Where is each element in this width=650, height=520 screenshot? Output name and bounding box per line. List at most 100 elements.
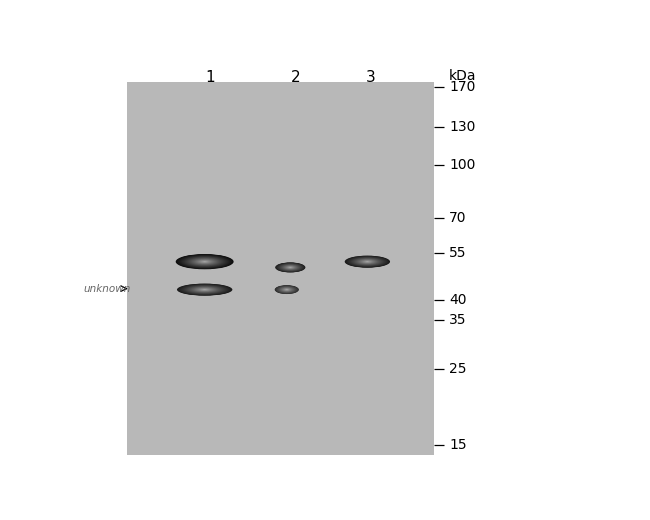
Ellipse shape (278, 264, 302, 271)
Text: 170: 170 (449, 81, 475, 94)
Ellipse shape (198, 288, 212, 291)
Ellipse shape (345, 256, 389, 267)
Ellipse shape (361, 260, 373, 263)
Ellipse shape (359, 259, 376, 264)
Ellipse shape (201, 289, 209, 291)
Ellipse shape (177, 255, 231, 269)
Ellipse shape (198, 288, 211, 291)
Ellipse shape (281, 265, 299, 270)
Ellipse shape (282, 288, 291, 291)
Ellipse shape (348, 257, 386, 267)
Ellipse shape (287, 266, 294, 269)
Text: kDa: kDa (449, 69, 476, 83)
Ellipse shape (201, 261, 209, 263)
Text: 25: 25 (449, 362, 467, 376)
Ellipse shape (183, 256, 227, 267)
Text: 130: 130 (449, 120, 475, 134)
Ellipse shape (348, 256, 387, 267)
Ellipse shape (284, 289, 289, 291)
Ellipse shape (278, 287, 296, 293)
Ellipse shape (354, 258, 381, 265)
Ellipse shape (179, 255, 229, 268)
Ellipse shape (196, 288, 213, 291)
Ellipse shape (277, 286, 296, 293)
Ellipse shape (365, 261, 370, 263)
Text: 40: 40 (449, 293, 467, 307)
Ellipse shape (185, 285, 225, 294)
Ellipse shape (281, 265, 300, 270)
Ellipse shape (353, 258, 382, 266)
Ellipse shape (285, 289, 289, 290)
Text: unknown: unknown (84, 283, 131, 294)
Ellipse shape (289, 267, 292, 268)
Ellipse shape (278, 263, 303, 271)
Ellipse shape (351, 257, 384, 266)
Ellipse shape (283, 288, 291, 291)
Ellipse shape (361, 260, 374, 264)
Ellipse shape (350, 257, 385, 266)
Ellipse shape (183, 256, 226, 267)
Ellipse shape (198, 260, 211, 264)
Text: 55: 55 (449, 246, 467, 261)
Ellipse shape (180, 284, 229, 295)
Ellipse shape (277, 286, 297, 293)
Ellipse shape (178, 284, 231, 295)
Ellipse shape (279, 287, 294, 292)
Text: 35: 35 (449, 313, 467, 327)
Ellipse shape (283, 288, 291, 291)
Ellipse shape (354, 258, 380, 265)
Ellipse shape (202, 289, 207, 290)
Ellipse shape (192, 287, 216, 292)
Ellipse shape (349, 257, 385, 266)
Ellipse shape (286, 289, 287, 290)
Ellipse shape (192, 287, 218, 292)
Ellipse shape (279, 264, 302, 271)
Ellipse shape (196, 288, 214, 292)
Ellipse shape (185, 256, 224, 267)
Ellipse shape (352, 257, 382, 266)
Ellipse shape (179, 284, 231, 295)
Ellipse shape (277, 263, 304, 272)
Ellipse shape (200, 289, 209, 291)
Ellipse shape (289, 267, 291, 268)
Ellipse shape (282, 288, 292, 291)
Ellipse shape (191, 287, 218, 293)
Text: 3: 3 (366, 70, 376, 85)
Ellipse shape (200, 261, 209, 263)
Ellipse shape (281, 288, 292, 292)
Ellipse shape (202, 261, 207, 263)
Ellipse shape (183, 285, 226, 294)
Ellipse shape (288, 267, 292, 268)
Ellipse shape (287, 266, 293, 268)
Ellipse shape (285, 289, 288, 290)
Ellipse shape (352, 257, 384, 266)
Ellipse shape (197, 259, 213, 264)
Ellipse shape (181, 255, 228, 268)
Ellipse shape (195, 259, 215, 264)
Ellipse shape (188, 257, 221, 266)
Ellipse shape (199, 289, 210, 291)
Ellipse shape (362, 260, 372, 263)
Ellipse shape (185, 256, 225, 267)
Ellipse shape (188, 286, 221, 293)
Ellipse shape (189, 286, 220, 293)
Ellipse shape (187, 257, 223, 266)
Ellipse shape (276, 285, 298, 294)
Ellipse shape (360, 259, 375, 264)
Ellipse shape (289, 267, 292, 268)
Ellipse shape (282, 265, 298, 270)
Ellipse shape (194, 288, 215, 292)
Ellipse shape (347, 256, 388, 267)
Ellipse shape (358, 259, 376, 264)
Ellipse shape (189, 257, 220, 266)
Ellipse shape (275, 285, 299, 294)
Ellipse shape (193, 258, 216, 265)
Text: 15: 15 (449, 438, 467, 451)
Ellipse shape (280, 287, 293, 292)
Ellipse shape (284, 265, 296, 269)
Ellipse shape (187, 257, 222, 266)
Ellipse shape (286, 266, 295, 269)
Ellipse shape (281, 288, 292, 292)
Ellipse shape (366, 261, 369, 262)
Ellipse shape (275, 263, 306, 272)
